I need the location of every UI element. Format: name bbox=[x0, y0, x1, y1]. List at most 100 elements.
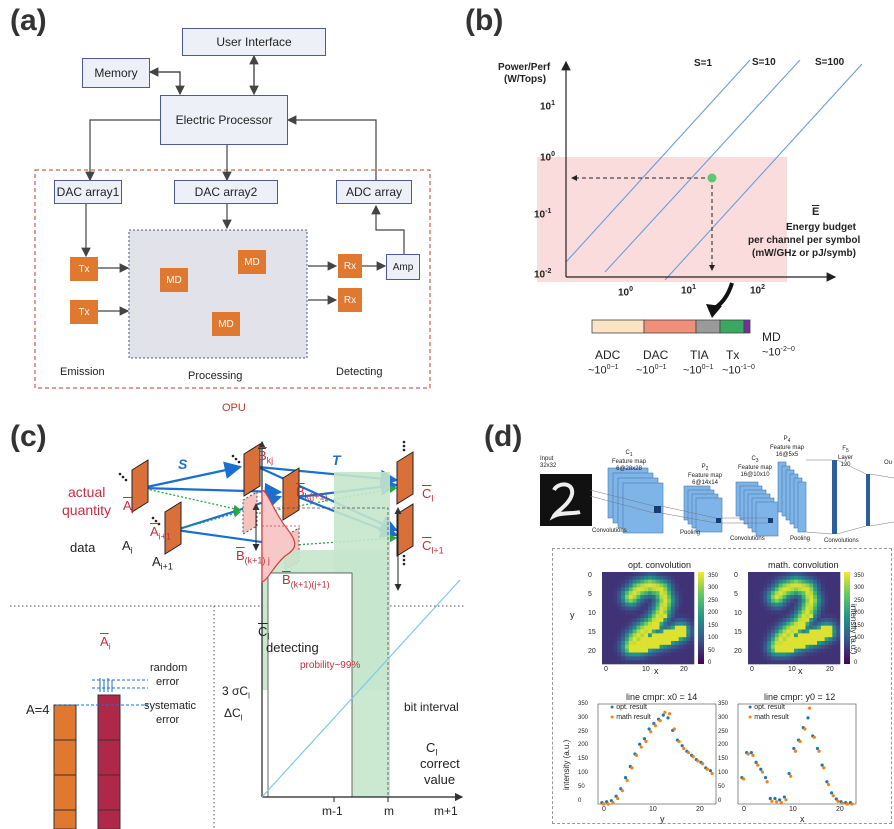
c-bkj1: Bk(j+1) bbox=[296, 484, 328, 502]
c-a-tilde-bottom: Ai bbox=[100, 634, 111, 652]
b-ylabel-1: Power/Perf bbox=[498, 62, 551, 73]
math-point bbox=[644, 739, 648, 744]
c-bk1j: B(k+1) j bbox=[236, 548, 270, 566]
opu-label: OPU bbox=[222, 402, 246, 414]
opt-point bbox=[834, 797, 838, 801]
cnn-pool-1: Pooling bbox=[680, 530, 701, 536]
md-box-1: MD bbox=[160, 268, 188, 292]
opt-point bbox=[782, 795, 786, 799]
line-left-ytick: 100 bbox=[578, 770, 589, 777]
c-a-eq: A=4 bbox=[26, 702, 50, 717]
c-correct-2: value bbox=[424, 772, 456, 787]
c-a-i1: Ai+1 bbox=[152, 554, 173, 572]
math-point bbox=[696, 759, 700, 763]
math-point bbox=[663, 710, 667, 714]
cnn-conv-1: Convolutions bbox=[592, 528, 627, 534]
math-point bbox=[705, 767, 709, 771]
math-point bbox=[756, 763, 760, 767]
c-delta-c: ΔCl bbox=[224, 706, 243, 723]
cbar-left-tick: 200 bbox=[708, 610, 719, 616]
cbar-left-tick: 250 bbox=[708, 597, 719, 604]
cbar-left-tick: 150 bbox=[708, 622, 719, 629]
c-m: m bbox=[384, 804, 394, 818]
b-bar-dac: DAC bbox=[643, 348, 669, 362]
b-bar-adc-range: ~100~1 bbox=[588, 364, 619, 377]
c-bkj: Bkj bbox=[258, 448, 274, 466]
c-cl1: Cl+1 bbox=[422, 538, 444, 556]
math-point bbox=[765, 780, 769, 784]
tx-box-1: Tx bbox=[70, 257, 98, 281]
line-left-ytick: 200 bbox=[578, 742, 589, 749]
c-S: S bbox=[178, 456, 188, 472]
math-point bbox=[751, 753, 755, 757]
math-point bbox=[686, 751, 691, 755]
math-point bbox=[668, 712, 672, 716]
math-point bbox=[672, 727, 676, 731]
math-point bbox=[616, 796, 620, 801]
heatmap-left bbox=[602, 572, 695, 665]
math-point bbox=[746, 752, 750, 756]
math-point bbox=[691, 755, 695, 759]
legend-right-math: ● math result bbox=[748, 714, 789, 721]
c-m-plus: m+1 bbox=[434, 804, 458, 818]
c-actual-2: quantity bbox=[62, 502, 112, 518]
line-left-title: line cmpr: x0 = 14 bbox=[626, 692, 698, 702]
opt-point bbox=[661, 713, 665, 717]
md-box-2: MD bbox=[238, 250, 266, 274]
math-point bbox=[831, 794, 835, 798]
b-bar-dac-range: ~100~1 bbox=[636, 364, 667, 377]
line-left-ytick: 350 bbox=[578, 700, 589, 707]
heatmap-right bbox=[748, 572, 841, 665]
math-point bbox=[677, 739, 681, 744]
math-point bbox=[836, 799, 840, 803]
math-point bbox=[850, 802, 854, 806]
energy-bar bbox=[591, 319, 751, 334]
bar-segment-dac bbox=[643, 319, 697, 334]
rx-box-2: Rx bbox=[338, 288, 362, 312]
c-m-minus: m-1 bbox=[322, 804, 343, 818]
math-point bbox=[841, 801, 845, 805]
b-line-s1: S=1 bbox=[694, 58, 713, 69]
b-ytick-0: 100 bbox=[540, 151, 556, 164]
heat-left-ytick: 15 bbox=[588, 629, 596, 636]
b-ytick-1: 101 bbox=[540, 100, 556, 113]
bar-segment-adc bbox=[591, 319, 645, 334]
line-left-ylabel: intensity (a.u.) bbox=[562, 739, 571, 790]
heat-left-xtick: 20 bbox=[680, 666, 688, 673]
c-T: T bbox=[332, 452, 341, 468]
electric-processor-box: Electric Processor bbox=[160, 95, 288, 145]
panel-b-label: (b) bbox=[465, 4, 504, 37]
cnn-input: Input 32x32 bbox=[540, 456, 557, 469]
opt-point bbox=[787, 771, 791, 776]
heat-left-xtick: 0 bbox=[604, 666, 608, 673]
c-detecting: detecting bbox=[266, 640, 319, 655]
math-point bbox=[710, 771, 714, 776]
cnn-p2: P2 Feature map 6@14x14 bbox=[688, 464, 723, 487]
cnn-f5: F5 Layer 120 bbox=[838, 446, 854, 469]
opt-point bbox=[768, 796, 772, 801]
math-point bbox=[639, 745, 643, 749]
user-interface-box: User Interface bbox=[182, 28, 326, 56]
heat-right-title: math. convolution bbox=[768, 560, 839, 570]
opt-point bbox=[642, 737, 646, 741]
math-point bbox=[784, 798, 788, 802]
panel-c-label: (c) bbox=[10, 420, 47, 453]
heat-left-ytick: 10 bbox=[588, 610, 596, 617]
c-a-tilde-i: Ai bbox=[123, 498, 134, 516]
amp-box: Amp bbox=[386, 254, 420, 280]
c-bit-interval: bit interval bbox=[404, 700, 459, 714]
math-point bbox=[634, 753, 639, 757]
math-point bbox=[741, 777, 746, 781]
opt-point bbox=[806, 716, 810, 720]
cbar-left-tick: 100 bbox=[708, 635, 719, 641]
c-a-i: Ai bbox=[122, 538, 133, 556]
cbar-right-tick: 300 bbox=[854, 585, 865, 591]
line-right-ytick: 150 bbox=[718, 756, 729, 763]
heat-right-xtick: 20 bbox=[826, 666, 834, 673]
cnn-architecture bbox=[540, 459, 894, 537]
line-left-xtick: 10 bbox=[649, 806, 657, 813]
line-right-xtick: 0 bbox=[742, 806, 746, 813]
b-bar-tx-range: ~10-1~0 bbox=[722, 364, 755, 377]
panel-b-plot bbox=[537, 60, 862, 334]
line-plot-right bbox=[737, 703, 857, 806]
